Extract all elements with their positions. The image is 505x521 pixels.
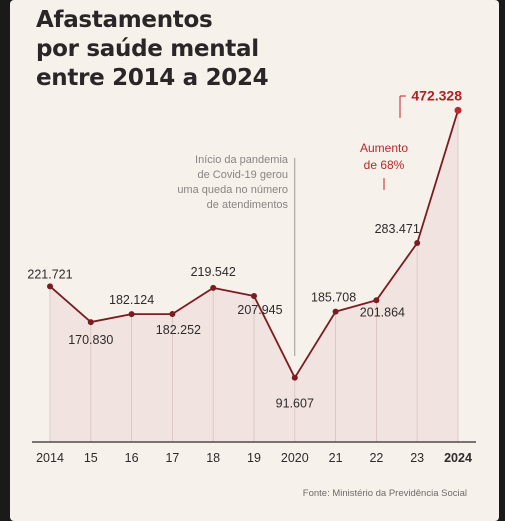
value-label-22: 201.864 <box>360 305 405 319</box>
pandemic-note-line-4: de atendimentos <box>207 199 289 211</box>
tick-label-22: 22 <box>369 451 383 465</box>
area-fill <box>50 110 458 442</box>
data-point-19 <box>251 293 257 300</box>
pandemic-note-line-3: uma queda no número <box>177 184 288 196</box>
data-point-2014 <box>47 283 53 290</box>
data-point-22 <box>373 297 380 304</box>
value-label-21: 185.708 <box>311 291 356 305</box>
tick-label-18: 18 <box>206 451 220 465</box>
chart-title: Afastamentos por saúde mental entre 2014… <box>36 6 269 93</box>
value-label-18: 219.542 <box>191 265 236 279</box>
data-point-21 <box>332 308 339 315</box>
tick-label-23: 23 <box>410 451 424 465</box>
tick-label-19: 19 <box>247 451 261 465</box>
tick-label-2014: 2014 <box>36 451 64 465</box>
data-point-17 <box>169 311 176 318</box>
title-line-3: entre 2014 a 2024 <box>36 65 269 91</box>
data-point-23 <box>414 239 421 246</box>
pandemic-note-line-1: Início da pandemia <box>195 154 289 166</box>
pandemic-note-line-2: de Covid-19 gerou <box>197 169 288 181</box>
tick-label-2020: 2020 <box>281 451 309 465</box>
data-point-15 <box>87 319 94 326</box>
value-label-2020: 91.607 <box>276 397 314 411</box>
data-point-2024 <box>454 106 462 114</box>
title-line-1: Afastamentos <box>36 7 213 33</box>
value-label-15: 170.830 <box>68 333 113 347</box>
title-line-2: por saúde mental <box>36 36 259 62</box>
value-label-23: 283.471 <box>375 222 420 236</box>
tick-label-16: 16 <box>125 451 139 465</box>
tick-label-17: 17 <box>165 451 179 465</box>
increase-note-line-1: Aumento <box>360 141 408 155</box>
value-label-19: 207.945 <box>237 303 282 317</box>
data-point-2020 <box>291 374 298 381</box>
tick-label-2024: 2024 <box>444 451 472 465</box>
increase-note-line-2: de 68% <box>364 158 405 172</box>
tick-label-15: 15 <box>84 451 98 465</box>
tick-label-21: 21 <box>329 451 343 465</box>
value-label-16: 182.124 <box>109 293 154 307</box>
source-note: Fonte: Ministério da Previdência Social <box>303 488 467 499</box>
value-label-2024: 472.328 <box>411 87 462 103</box>
data-point-18 <box>210 284 217 291</box>
value-label-2014: 221.721 <box>27 267 72 281</box>
value-label-17: 182.252 <box>156 323 201 337</box>
data-point-16 <box>128 311 135 318</box>
